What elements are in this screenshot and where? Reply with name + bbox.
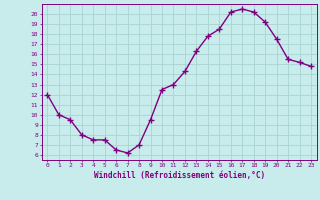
X-axis label: Windchill (Refroidissement éolien,°C): Windchill (Refroidissement éolien,°C) bbox=[94, 171, 265, 180]
